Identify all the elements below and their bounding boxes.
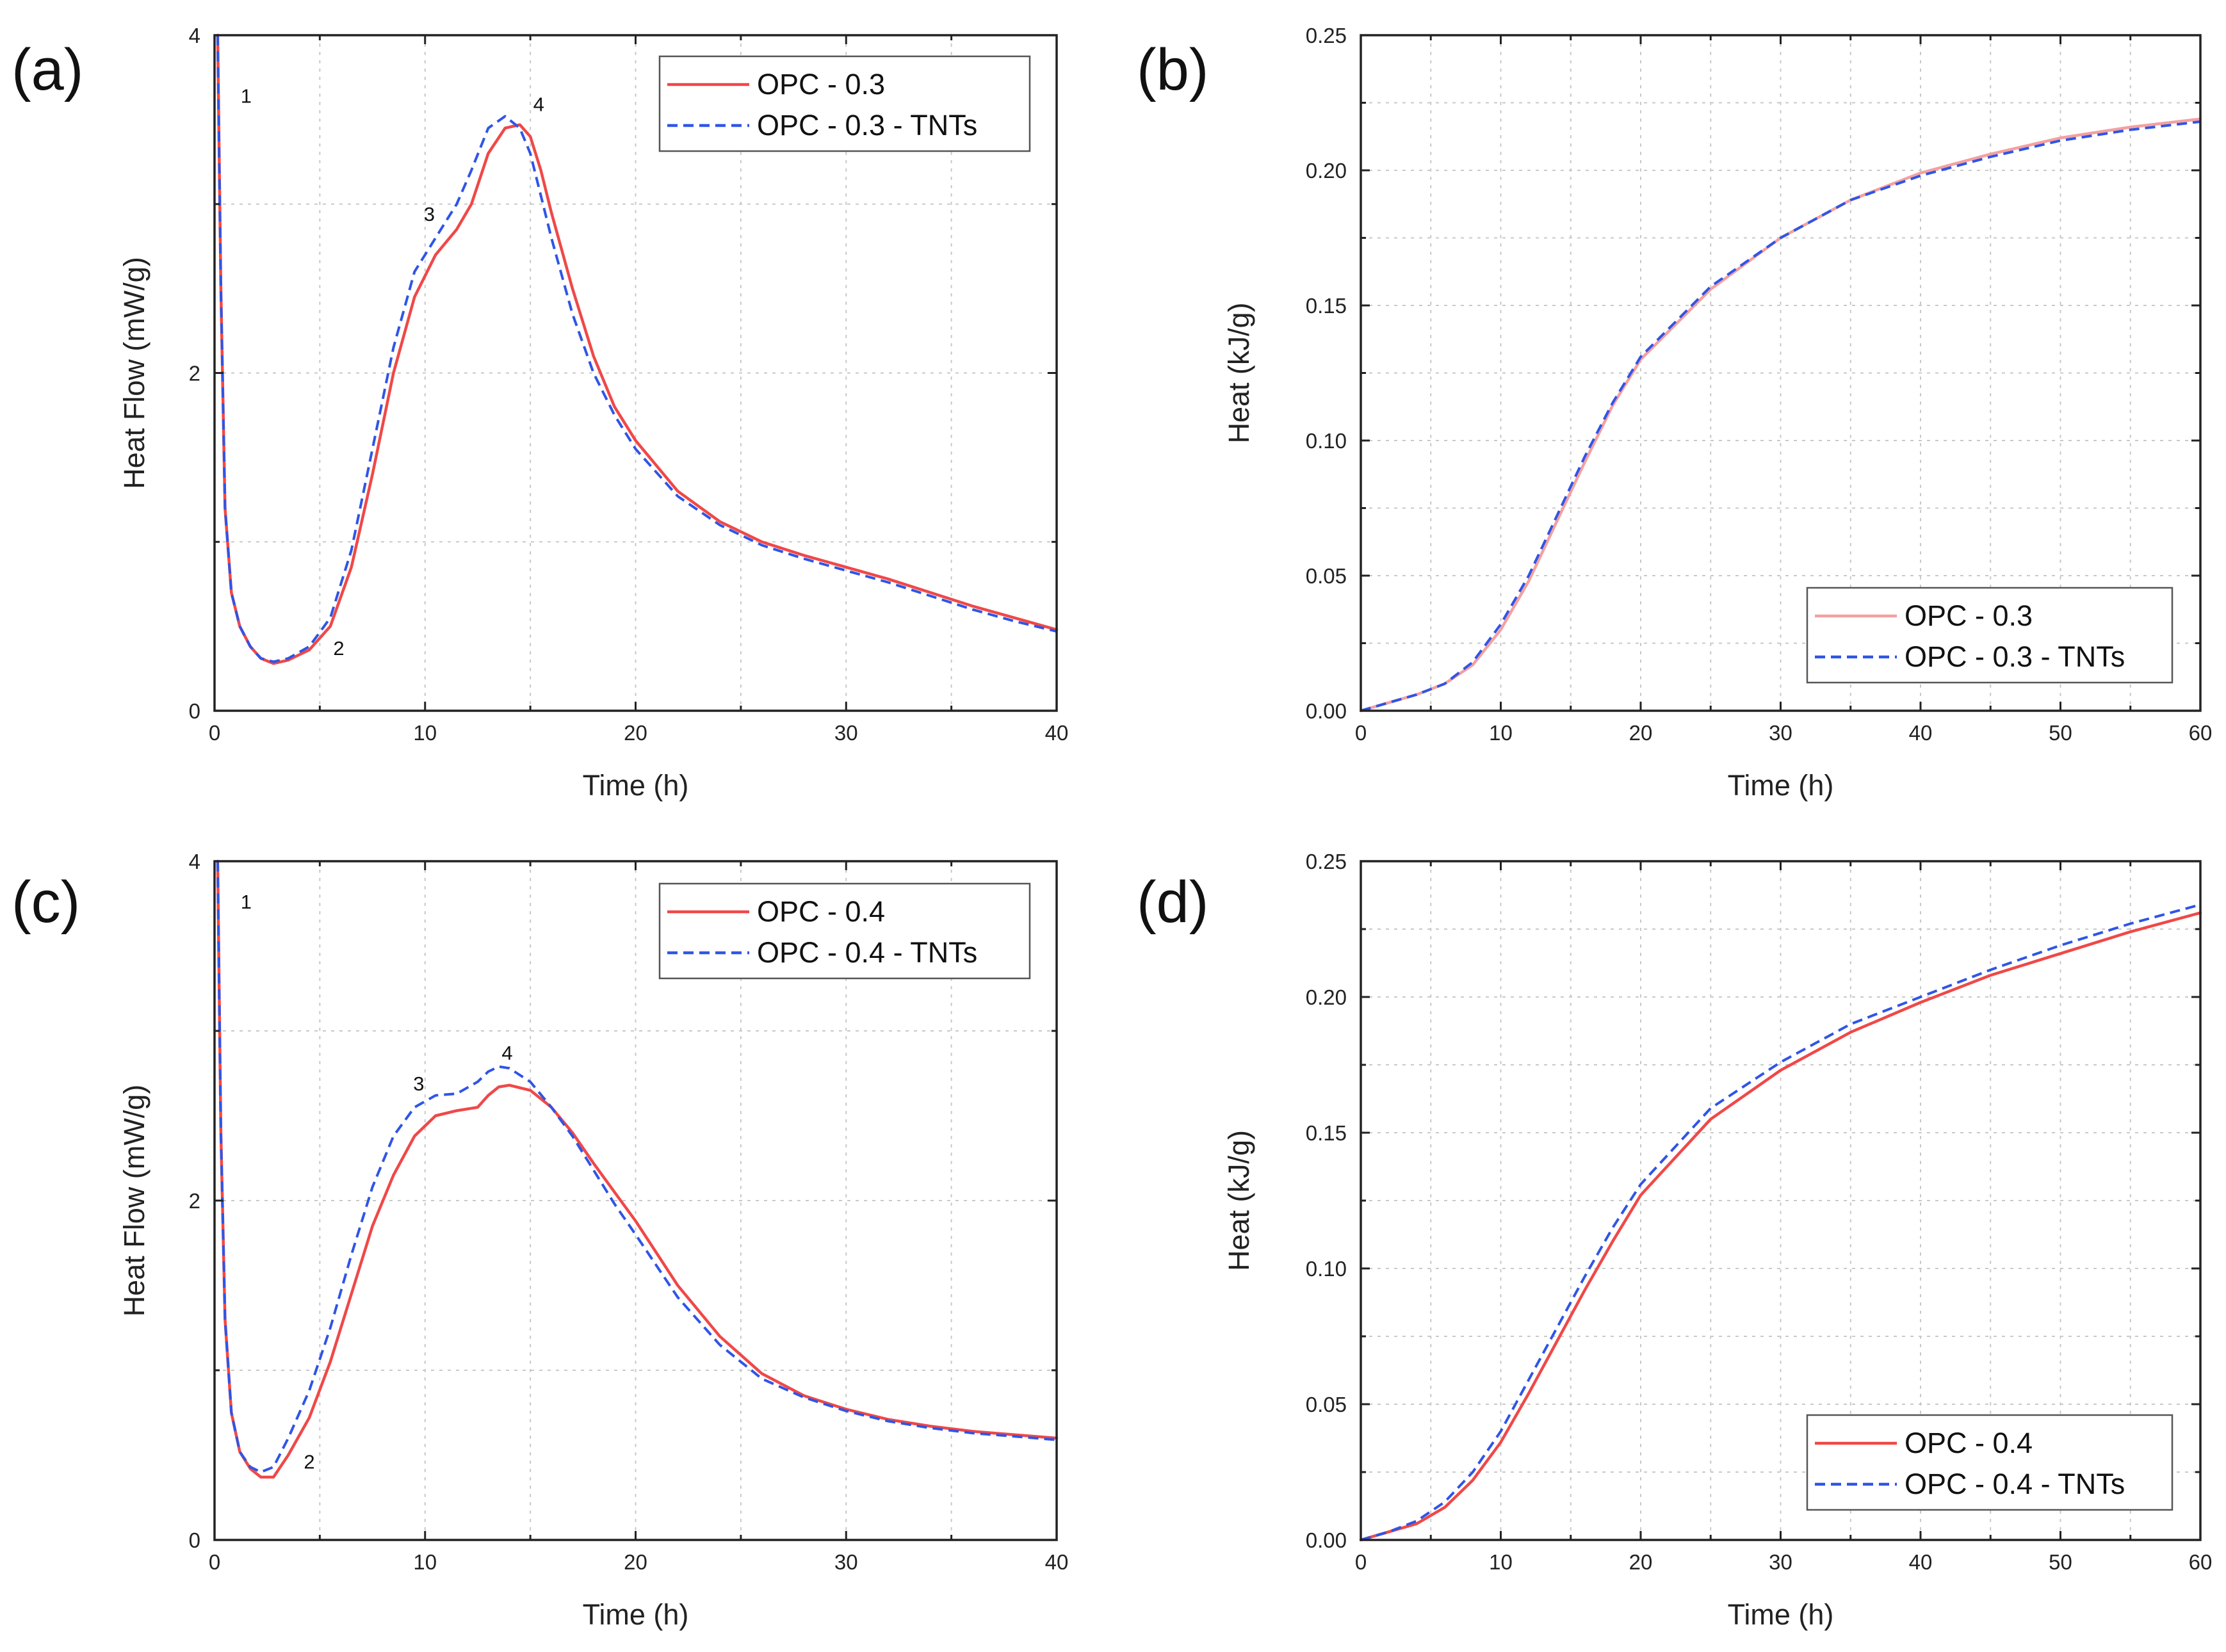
y-tick-label: 0.00 — [1306, 699, 1347, 723]
chart-a: 0 10 20 30 40 0 2 4 Time (h) Heat Flow (mW/g) 1 2 3 4… — [118, 24, 1068, 802]
y-tick-label: 0.25 — [1306, 24, 1347, 47]
chart-d: 0 10 20 30 40 50 60 0.00 0.05 0.10 0.15 0.20 0.25 Tim… — [1223, 850, 2212, 1631]
x-axis-label: Time (h) — [583, 769, 689, 802]
x-axis-label: Time (h) — [583, 1598, 689, 1631]
legend-label: OPC - 0.4 — [757, 895, 885, 928]
legend-d: OPC - 0.4 OPC - 0.4 - TNTs — [1806, 1414, 2173, 1511]
legend-box — [1806, 1414, 2173, 1511]
y-tick-label: 0 — [189, 699, 200, 723]
legend-box — [658, 55, 1031, 152]
x-tick-label: 30 — [1769, 1550, 1792, 1574]
y-tick-label: 0.15 — [1306, 1121, 1347, 1145]
y-tick-label: 0.10 — [1306, 429, 1347, 453]
x-tick-label: 20 — [1629, 1550, 1653, 1574]
x-tick-label: 30 — [834, 1550, 858, 1574]
x-tick-label: 20 — [624, 721, 647, 745]
x-tick-label: 50 — [2049, 1550, 2072, 1574]
series-line-c-1 — [216, 861, 1057, 1473]
x-tick-label: 40 — [1045, 721, 1069, 745]
panel-label-d: (d) — [1137, 870, 1208, 935]
panel-label-b: (b) — [1137, 37, 1208, 102]
y-tick-label: 0.05 — [1306, 564, 1347, 588]
x-tick-label: 50 — [2049, 721, 2072, 745]
x-tick-label: 40 — [1045, 1550, 1069, 1574]
x-tick-label: 60 — [2189, 1550, 2213, 1574]
legend-b: OPC - 0.3 OPC - 0.3 - TNTs — [1806, 587, 2173, 684]
x-tick-label: 10 — [413, 721, 437, 745]
series-line-d-1 — [1360, 903, 2201, 1541]
legend-label: OPC - 0.3 — [1905, 599, 2033, 632]
legend-a: OPC - 0.3 OPC - 0.3 - TNTs — [658, 55, 1031, 152]
chart-c: 0 10 20 30 40 0 2 4 Time (h) Heat Flow (mW/g) 1 2 3 4… — [118, 850, 1068, 1631]
x-tick-label: 10 — [413, 1550, 437, 1574]
x-tick-label: 0 — [1355, 721, 1367, 745]
legend-label: OPC - 0.4 — [1905, 1427, 2033, 1459]
legend-label: OPC - 0.4 - TNTs — [757, 936, 977, 969]
y-tick-label: 0.00 — [1306, 1528, 1347, 1552]
peak-annotation: 3 — [424, 203, 435, 225]
peak-annotation: 3 — [413, 1073, 424, 1095]
panel-label-a: (a) — [12, 37, 83, 102]
x-tick-label: 60 — [2189, 721, 2213, 745]
legend-label: OPC - 0.3 - TNTs — [1905, 640, 2125, 673]
y-axis-label: Heat (kJ/g) — [1223, 302, 1255, 443]
y-tick-label: 0.25 — [1306, 850, 1347, 873]
series-line-c-0 — [216, 859, 1059, 1479]
x-axis-label: Time (h) — [1728, 769, 1834, 802]
legend-c: OPC - 0.4 OPC - 0.4 - TNTs — [658, 882, 1031, 980]
peak-annotation: 1 — [241, 85, 252, 108]
y-tick-label: 2 — [189, 1189, 200, 1213]
peak-annotation: 4 — [501, 1042, 512, 1064]
y-tick-label: 0.20 — [1306, 159, 1347, 182]
series-line-b-1 — [1360, 120, 2201, 712]
y-axis-label: Heat Flow (mW/g) — [118, 257, 150, 489]
legend-label: OPC - 0.3 - TNTs — [757, 109, 977, 142]
y-axis-label: Heat Flow (mW/g) — [118, 1085, 150, 1317]
peak-annotation: 2 — [304, 1451, 314, 1473]
legend-box — [658, 882, 1031, 980]
peak-annotation: 4 — [533, 93, 544, 116]
panel-label-c: (c) — [12, 870, 80, 935]
x-tick-label: 0 — [1355, 1550, 1367, 1574]
x-axis-label: Time (h) — [1728, 1598, 1834, 1631]
y-tick-label: 4 — [189, 24, 200, 47]
x-tick-label: 10 — [1489, 1550, 1513, 1574]
series-line-a-1 — [216, 35, 1057, 663]
peak-annotation: 2 — [333, 637, 344, 660]
x-tick-label: 20 — [624, 1550, 647, 1574]
y-axis-label: Heat (kJ/g) — [1223, 1130, 1255, 1271]
x-tick-label: 10 — [1489, 721, 1513, 745]
y-tick-label: 0.20 — [1306, 985, 1347, 1009]
y-tick-label: 4 — [189, 850, 200, 873]
x-tick-label: 40 — [1909, 721, 1933, 745]
y-tick-label: 0.10 — [1306, 1257, 1347, 1281]
y-tick-label: 0 — [189, 1528, 200, 1552]
x-tick-label: 0 — [209, 1550, 220, 1574]
legend-box — [1806, 587, 2173, 684]
x-tick-label: 40 — [1909, 1550, 1933, 1574]
legend-label: OPC - 0.3 — [757, 68, 885, 101]
y-tick-label: 2 — [189, 362, 200, 385]
x-tick-label: 20 — [1629, 721, 1653, 745]
legend-label: OPC - 0.4 - TNTs — [1905, 1468, 2125, 1500]
chart-b: 0 10 20 30 40 50 60 0.00 0.05 0.10 0.15 0.20 0.25 Tim… — [1223, 24, 2212, 802]
x-tick-label: 30 — [1769, 721, 1792, 745]
peak-annotation: 1 — [241, 891, 252, 913]
x-tick-label: 30 — [834, 721, 858, 745]
x-tick-label: 0 — [209, 721, 220, 745]
y-tick-label: 0.15 — [1306, 294, 1347, 318]
y-tick-label: 0.05 — [1306, 1393, 1347, 1416]
series-line-d-0 — [1359, 911, 2202, 1542]
